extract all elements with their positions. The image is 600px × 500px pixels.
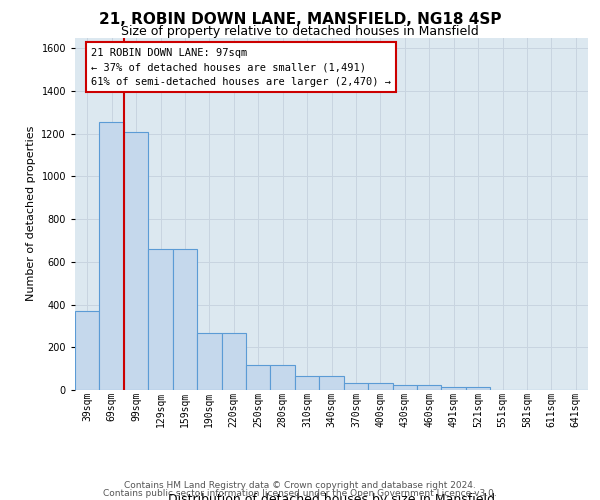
Bar bbox=[173, 249, 197, 390]
Bar bbox=[124, 132, 148, 390]
Bar bbox=[319, 376, 344, 390]
Bar bbox=[197, 334, 221, 390]
Text: 21, ROBIN DOWN LANE, MANSFIELD, NG18 4SP: 21, ROBIN DOWN LANE, MANSFIELD, NG18 4SP bbox=[99, 12, 501, 28]
Text: Contains HM Land Registry data © Crown copyright and database right 2024.: Contains HM Land Registry data © Crown c… bbox=[124, 481, 476, 490]
Bar bbox=[392, 386, 417, 390]
Bar bbox=[442, 387, 466, 390]
Bar bbox=[75, 311, 100, 390]
X-axis label: Distribution of detached houses by size in Mansfield: Distribution of detached houses by size … bbox=[168, 494, 495, 500]
Bar bbox=[271, 366, 295, 390]
Text: 21 ROBIN DOWN LANE: 97sqm
← 37% of detached houses are smaller (1,491)
61% of se: 21 ROBIN DOWN LANE: 97sqm ← 37% of detac… bbox=[91, 48, 391, 87]
Text: Size of property relative to detached houses in Mansfield: Size of property relative to detached ho… bbox=[121, 25, 479, 38]
Text: Contains public sector information licensed under the Open Government Licence v3: Contains public sector information licen… bbox=[103, 488, 497, 498]
Bar bbox=[148, 249, 173, 390]
Bar bbox=[368, 382, 392, 390]
Bar bbox=[246, 366, 271, 390]
Bar bbox=[100, 122, 124, 390]
Bar bbox=[295, 376, 319, 390]
Bar bbox=[344, 382, 368, 390]
Bar bbox=[466, 387, 490, 390]
Y-axis label: Number of detached properties: Number of detached properties bbox=[26, 126, 36, 302]
Bar bbox=[221, 334, 246, 390]
Bar bbox=[417, 386, 442, 390]
